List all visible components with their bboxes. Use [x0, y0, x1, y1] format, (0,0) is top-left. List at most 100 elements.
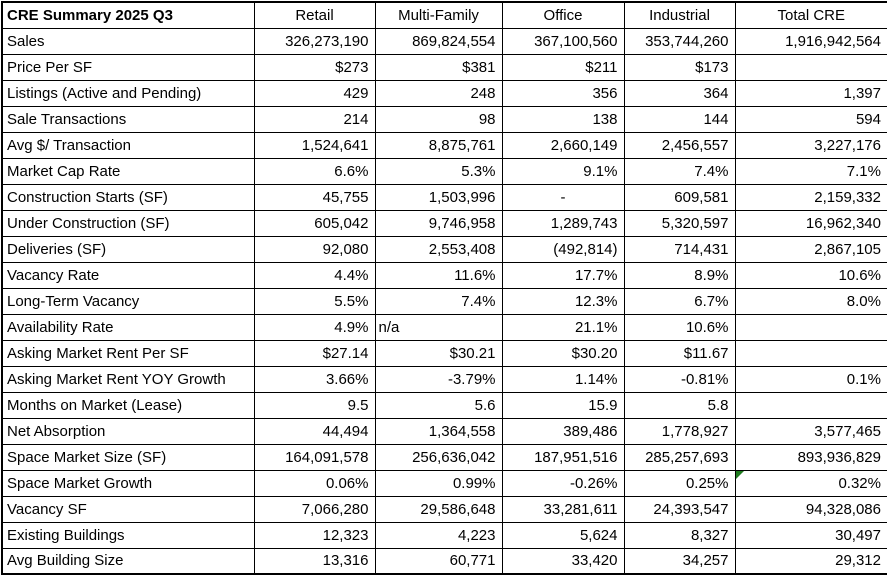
value-cell[interactable]: 1,916,942,564: [734, 27, 887, 55]
value-cell[interactable]: 29,312: [734, 547, 887, 575]
value-cell[interactable]: $30.21: [374, 339, 503, 367]
value-cell[interactable]: 187,951,516: [501, 443, 625, 471]
value-cell[interactable]: 11.6%: [374, 261, 503, 289]
value-cell[interactable]: 144: [623, 105, 736, 133]
value-cell[interactable]: 389,486: [501, 417, 625, 445]
value-cell[interactable]: $11.67: [623, 339, 736, 367]
value-cell[interactable]: 5.5%: [253, 287, 376, 315]
table-title-cell[interactable]: CRE Summary 2025 Q3: [1, 1, 255, 29]
value-cell[interactable]: 30,497: [734, 521, 887, 549]
row-label-cell[interactable]: Asking Market Rent Per SF: [1, 339, 255, 367]
row-label-cell[interactable]: Months on Market (Lease): [1, 391, 255, 419]
value-cell[interactable]: 285,257,693: [623, 443, 736, 471]
row-label-cell[interactable]: Avg $/ Transaction: [1, 131, 255, 159]
value-cell[interactable]: 9,746,958: [374, 209, 503, 237]
value-cell[interactable]: 94,328,086: [734, 495, 887, 523]
value-cell[interactable]: 0.32%: [734, 469, 887, 497]
value-cell[interactable]: 17.7%: [501, 261, 625, 289]
row-label-cell[interactable]: Sale Transactions: [1, 105, 255, 133]
value-cell[interactable]: 164,091,578: [253, 443, 376, 471]
value-cell[interactable]: $27.14: [253, 339, 376, 367]
value-cell[interactable]: 2,867,105: [734, 235, 887, 263]
value-cell[interactable]: 33,420: [501, 547, 625, 575]
value-cell[interactable]: 92,080: [253, 235, 376, 263]
value-cell[interactable]: 10.6%: [623, 313, 736, 341]
value-cell[interactable]: 24,393,547: [623, 495, 736, 523]
value-cell[interactable]: $381: [374, 53, 503, 81]
value-cell[interactable]: 367,100,560: [501, 27, 625, 55]
value-cell[interactable]: 12.3%: [501, 287, 625, 315]
value-cell[interactable]: 364: [623, 79, 736, 107]
value-cell[interactable]: 7.1%: [734, 157, 887, 185]
value-cell[interactable]: 9.1%: [501, 157, 625, 185]
value-cell[interactable]: 0.25%: [623, 469, 736, 497]
value-cell[interactable]: 21.1%: [501, 313, 625, 341]
value-cell[interactable]: 6.6%: [253, 157, 376, 185]
value-cell[interactable]: 1,364,558: [374, 417, 503, 445]
row-label-cell[interactable]: Space Market Size (SF): [1, 443, 255, 471]
value-cell[interactable]: [734, 391, 887, 419]
value-cell[interactable]: 7.4%: [623, 157, 736, 185]
value-cell[interactable]: $273: [253, 53, 376, 81]
value-cell[interactable]: 6.7%: [623, 287, 736, 315]
value-cell[interactable]: 5.8: [623, 391, 736, 419]
value-cell[interactable]: 5,320,597: [623, 209, 736, 237]
value-cell[interactable]: 10.6%: [734, 261, 887, 289]
value-cell[interactable]: 353,744,260: [623, 27, 736, 55]
value-cell[interactable]: 12,323: [253, 521, 376, 549]
value-cell[interactable]: 1,503,996: [374, 183, 503, 211]
row-label-cell[interactable]: Availability Rate: [1, 313, 255, 341]
column-header-retail[interactable]: Retail: [253, 1, 376, 29]
value-cell[interactable]: 8.9%: [623, 261, 736, 289]
row-label-cell[interactable]: Deliveries (SF): [1, 235, 255, 263]
value-cell[interactable]: [734, 313, 887, 341]
value-cell[interactable]: 2,553,408: [374, 235, 503, 263]
value-cell[interactable]: 605,042: [253, 209, 376, 237]
value-cell[interactable]: 609,581: [623, 183, 736, 211]
value-cell[interactable]: 7.4%: [374, 287, 503, 315]
value-cell[interactable]: 5,624: [501, 521, 625, 549]
value-cell[interactable]: 29,586,648: [374, 495, 503, 523]
value-cell[interactable]: 256,636,042: [374, 443, 503, 471]
value-cell[interactable]: 0.06%: [253, 469, 376, 497]
column-header-industrial[interactable]: Industrial: [623, 1, 736, 29]
value-cell[interactable]: 60,771: [374, 547, 503, 575]
value-cell[interactable]: 1,524,641: [253, 131, 376, 159]
row-label-cell[interactable]: Under Construction (SF): [1, 209, 255, 237]
value-cell[interactable]: 869,824,554: [374, 27, 503, 55]
value-cell[interactable]: 4.4%: [253, 261, 376, 289]
value-cell[interactable]: 8.0%: [734, 287, 887, 315]
value-cell[interactable]: 7,066,280: [253, 495, 376, 523]
value-cell[interactable]: 8,327: [623, 521, 736, 549]
value-cell[interactable]: 3.66%: [253, 365, 376, 393]
value-cell[interactable]: 45,755: [253, 183, 376, 211]
value-cell[interactable]: 2,159,332: [734, 183, 887, 211]
value-cell[interactable]: 1,778,927: [623, 417, 736, 445]
row-label-cell[interactable]: Construction Starts (SF): [1, 183, 255, 211]
value-cell[interactable]: 16,962,340: [734, 209, 887, 237]
row-label-cell[interactable]: Listings (Active and Pending): [1, 79, 255, 107]
value-cell[interactable]: 248: [374, 79, 503, 107]
value-cell[interactable]: 214: [253, 105, 376, 133]
value-cell[interactable]: 1.14%: [501, 365, 625, 393]
value-cell[interactable]: 5.6: [374, 391, 503, 419]
row-label-cell[interactable]: Sales: [1, 27, 255, 55]
row-label-cell[interactable]: Vacancy SF: [1, 495, 255, 523]
column-header-multi-family[interactable]: Multi-Family: [374, 1, 503, 29]
column-header-office[interactable]: Office: [501, 1, 625, 29]
row-label-cell[interactable]: Existing Buildings: [1, 521, 255, 549]
value-cell[interactable]: 0.99%: [374, 469, 503, 497]
value-cell[interactable]: 3,577,465: [734, 417, 887, 445]
row-label-cell[interactable]: Avg Building Size: [1, 547, 255, 575]
value-cell[interactable]: (492,814): [501, 235, 625, 263]
value-cell[interactable]: 8,875,761: [374, 131, 503, 159]
value-cell[interactable]: 714,431: [623, 235, 736, 263]
value-cell[interactable]: 5.3%: [374, 157, 503, 185]
value-cell[interactable]: [734, 53, 887, 81]
value-cell[interactable]: -0.26%: [501, 469, 625, 497]
value-cell[interactable]: 2,456,557: [623, 131, 736, 159]
value-cell[interactable]: $173: [623, 53, 736, 81]
row-label-cell[interactable]: Net Absorption: [1, 417, 255, 445]
value-cell[interactable]: 0.1%: [734, 365, 887, 393]
row-label-cell[interactable]: Market Cap Rate: [1, 157, 255, 185]
